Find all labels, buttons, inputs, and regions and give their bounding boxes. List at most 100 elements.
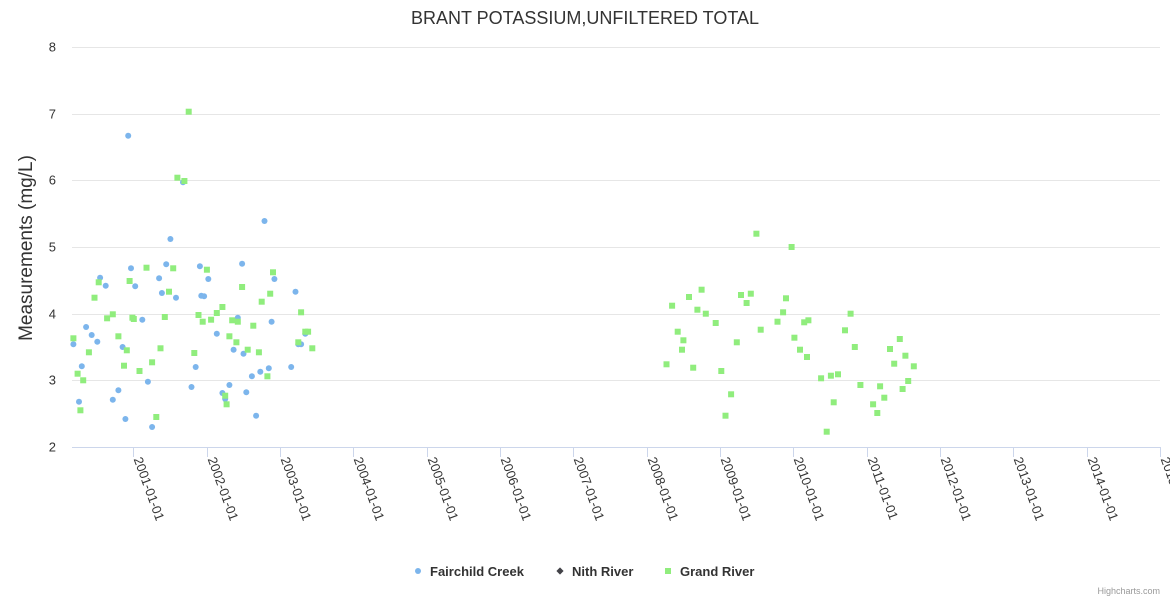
data-point xyxy=(788,244,795,250)
data-point xyxy=(226,382,233,388)
data-point xyxy=(126,278,133,284)
data-point xyxy=(213,310,220,316)
data-point xyxy=(743,300,750,306)
data-point xyxy=(674,328,681,335)
x-tick-label: 2003-01-01 xyxy=(278,455,315,523)
data-point xyxy=(295,339,302,346)
data-point xyxy=(690,364,697,371)
credits-link[interactable]: Highcharts.com xyxy=(1097,586,1160,596)
data-point xyxy=(223,401,230,408)
data-point xyxy=(288,364,295,370)
data-point xyxy=(702,310,709,317)
data-point xyxy=(208,316,215,323)
data-point xyxy=(181,178,188,184)
data-point xyxy=(156,275,163,282)
data-point xyxy=(774,318,781,325)
data-point xyxy=(830,399,837,406)
y-tick-label: 2 xyxy=(49,440,56,455)
x-tick-label: 2011-01-01 xyxy=(865,455,902,522)
data-point xyxy=(167,236,174,242)
data-point xyxy=(128,265,134,272)
data-point xyxy=(305,328,312,335)
data-point xyxy=(896,336,903,342)
legend-label: Nith River xyxy=(572,564,633,579)
data-point xyxy=(292,288,299,295)
data-point xyxy=(109,311,116,318)
legend-item[interactable]: Nith River xyxy=(556,564,633,579)
x-tick-label: 2009-01-01 xyxy=(718,455,755,523)
data-point xyxy=(248,373,255,380)
data-point xyxy=(102,282,109,289)
data-point xyxy=(174,174,181,181)
data-point xyxy=(827,372,834,379)
legend: Fairchild Creek Nith River Grand River xyxy=(415,564,754,579)
x-tick-label: 2004-01-01 xyxy=(351,455,388,523)
data-point xyxy=(881,394,888,401)
data-point xyxy=(109,396,116,403)
data-point xyxy=(80,377,87,384)
data-point xyxy=(78,363,85,370)
x-tick-label: 2001-01-01 xyxy=(131,455,168,523)
data-point xyxy=(144,378,151,385)
data-point xyxy=(91,294,98,301)
data-point xyxy=(851,344,858,350)
data-point xyxy=(698,286,705,293)
data-point xyxy=(733,339,740,346)
legend-item[interactable]: Fairchild Creek xyxy=(415,564,525,579)
data-point xyxy=(783,295,789,302)
data-point xyxy=(115,333,122,340)
data-point xyxy=(244,346,251,353)
data-point xyxy=(804,354,810,360)
x-tick-label: 2007-01-01 xyxy=(571,455,608,523)
data-point xyxy=(121,362,127,369)
data-point xyxy=(185,108,192,115)
data-point xyxy=(874,410,881,416)
x-tick-label: 2012-01-01 xyxy=(938,455,975,523)
data-point xyxy=(728,391,735,398)
data-point xyxy=(261,218,268,224)
data-point xyxy=(757,326,764,333)
data-point xyxy=(250,322,257,329)
data-point xyxy=(130,316,137,322)
x-tick-label: 2002-01-01 xyxy=(205,455,242,523)
y-axis-ticks: 2 3 4 5 6 7 8 xyxy=(49,40,56,455)
data-point xyxy=(801,319,808,326)
data-point xyxy=(161,314,168,320)
legend-item[interactable]: Grand River xyxy=(665,564,754,579)
x-tick-label: 2015 xyxy=(1158,455,1170,487)
data-point xyxy=(97,274,104,281)
data-point xyxy=(298,309,305,316)
chart-title: BRANT POTASSIUM,UNFILTERED TOTAL xyxy=(411,8,759,28)
series-grand-river xyxy=(70,108,917,435)
data-point xyxy=(253,412,260,419)
data-point xyxy=(88,332,95,338)
data-point xyxy=(842,327,848,334)
data-point xyxy=(891,360,898,367)
data-point xyxy=(669,302,676,309)
y-tick-label: 7 xyxy=(49,107,56,122)
data-point xyxy=(686,294,692,300)
data-point xyxy=(271,276,278,282)
data-point xyxy=(877,383,884,390)
data-point xyxy=(83,324,90,330)
data-point xyxy=(74,370,81,377)
data-point xyxy=(233,339,240,346)
data-point xyxy=(309,345,316,352)
data-point xyxy=(258,298,265,305)
y-tick-label: 5 xyxy=(49,240,56,255)
data-point xyxy=(718,368,725,374)
data-point xyxy=(738,292,744,298)
data-point xyxy=(76,398,82,405)
data-point xyxy=(226,333,233,340)
data-point xyxy=(94,338,101,345)
data-point xyxy=(132,283,139,290)
data-point xyxy=(170,265,177,272)
data-point xyxy=(125,132,132,139)
legend-symbol xyxy=(415,568,421,574)
legend-symbol xyxy=(556,567,564,575)
data-point xyxy=(77,407,84,414)
x-tick-label: 2005-01-01 xyxy=(425,455,462,523)
legend-label: Grand River xyxy=(680,564,754,579)
data-point xyxy=(818,375,825,382)
